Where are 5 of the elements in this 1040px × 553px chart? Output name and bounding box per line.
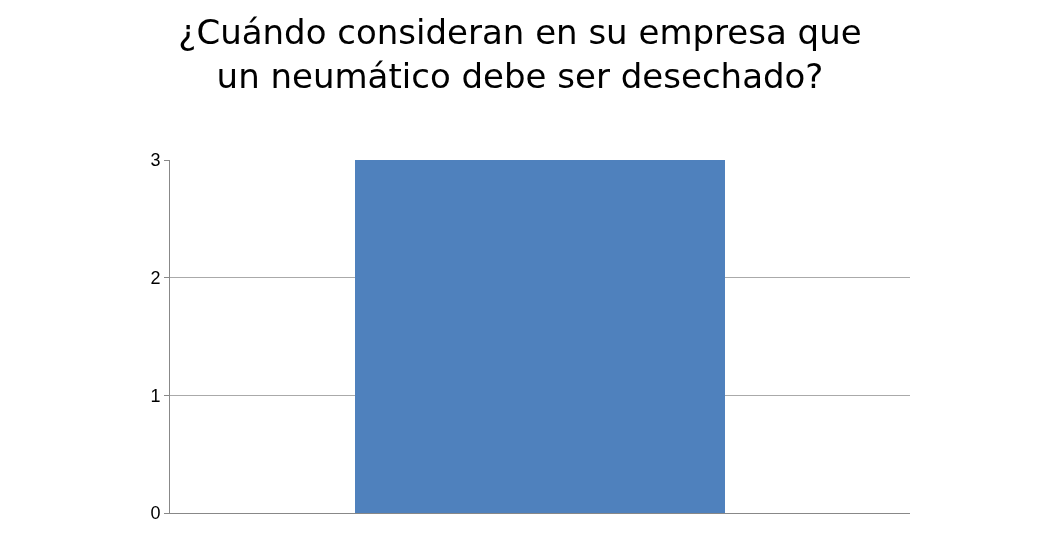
y-tick-label: 2 xyxy=(150,267,161,288)
y-tick-label: 1 xyxy=(150,385,161,406)
y-tick-label: 3 xyxy=(150,150,161,171)
chart-title: ¿Cuándo consideran en su empresa que un neumático debe ser desechado? xyxy=(178,12,862,97)
y-tick-label: 0 xyxy=(150,503,161,524)
